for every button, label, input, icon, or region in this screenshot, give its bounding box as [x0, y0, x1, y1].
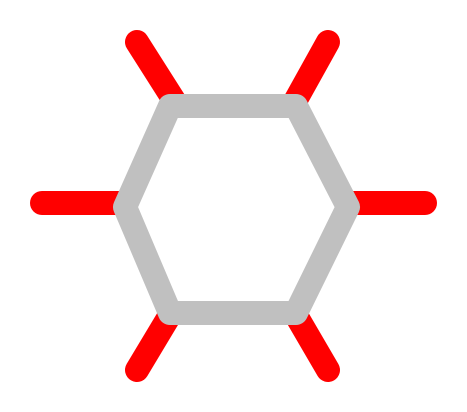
- hexagon: [113, 94, 360, 325]
